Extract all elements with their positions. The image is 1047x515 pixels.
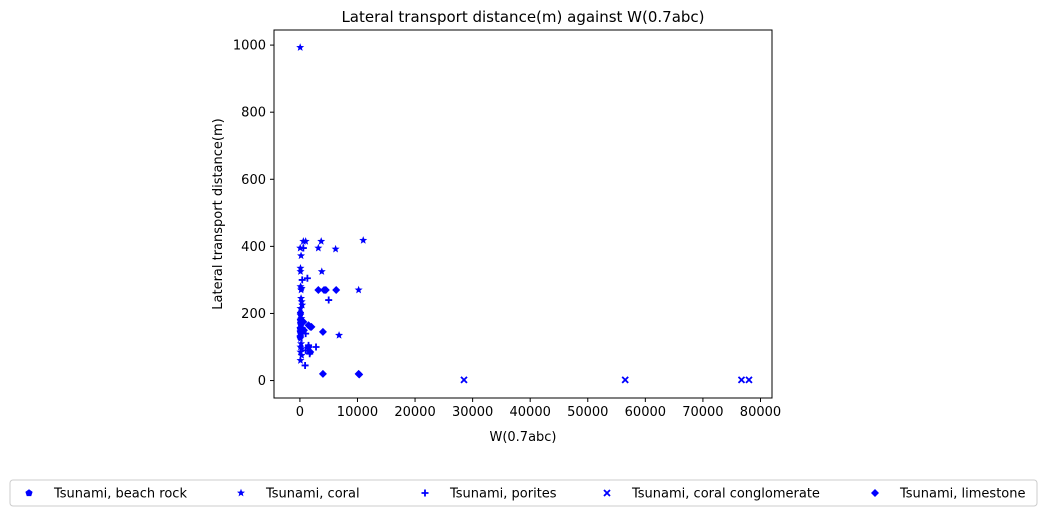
legend-label: Tsunami, porites — [449, 487, 557, 502]
x-tick-label: 40000 — [510, 405, 551, 420]
x-tick-label: 60000 — [625, 405, 666, 420]
data-point — [297, 344, 306, 353]
legend-label: Tsunami, beach rock — [53, 487, 187, 502]
y-axis-title: Lateral transport distance(m) — [211, 118, 226, 309]
data-point — [297, 297, 306, 306]
data-point — [303, 274, 311, 282]
x-tick-label: 30000 — [452, 405, 493, 420]
data-point — [296, 342, 305, 351]
data-point — [314, 243, 323, 252]
legend-marker — [421, 489, 429, 497]
legend: Tsunami, beach rock Tsunami, coral Tsunami… — [9, 479, 1038, 507]
data-point — [296, 356, 305, 364]
data-point — [298, 300, 307, 309]
legend-label: Tsunami, limestone — [899, 487, 1026, 502]
data-point — [296, 310, 305, 319]
data-point — [331, 244, 340, 253]
y-tick-label: 1000 — [233, 39, 266, 54]
chart-title: Lateral transport distance(m) against W(… — [341, 8, 704, 26]
data-point — [745, 376, 753, 384]
y-axis: 0 200 400 600 800 1000 — [233, 39, 274, 389]
x-tick-label: 80000 — [740, 405, 781, 420]
legend-marker — [603, 489, 611, 497]
data-point — [301, 237, 310, 245]
data-points — [296, 43, 753, 384]
x-tick-label: 70000 — [682, 405, 723, 420]
x-tick-label: 0 — [296, 405, 304, 420]
data-point — [297, 284, 306, 292]
data-point — [306, 348, 315, 357]
series-diamond — [299, 285, 364, 379]
data-point — [314, 285, 323, 294]
data-point — [621, 376, 629, 384]
data-point — [307, 322, 316, 331]
data-point — [297, 294, 306, 302]
x-tick-label: 10000 — [337, 405, 378, 420]
legend-marker — [25, 489, 33, 497]
data-point — [297, 251, 306, 260]
legend-frame — [9, 479, 1038, 507]
y-tick-label: 600 — [241, 173, 266, 188]
data-point — [296, 304, 305, 312]
data-point — [737, 376, 746, 384]
data-point — [335, 331, 344, 339]
data-point — [318, 369, 327, 378]
data-point — [296, 334, 305, 343]
data-point — [299, 317, 308, 326]
data-point — [297, 329, 306, 337]
data-point — [318, 327, 327, 336]
y-tick-label: 200 — [241, 307, 266, 322]
data-point — [359, 236, 368, 244]
data-point — [312, 343, 320, 351]
legend-label: Tsunami, coral conglomerate — [631, 487, 820, 502]
y-tick-label: 400 — [241, 240, 266, 255]
data-point — [354, 285, 363, 294]
data-point — [296, 43, 305, 51]
data-point — [460, 376, 468, 384]
data-point — [355, 370, 364, 379]
data-point — [296, 267, 305, 275]
data-point — [325, 296, 333, 304]
data-point — [298, 276, 306, 284]
data-point — [317, 237, 326, 245]
legend-marker — [237, 488, 245, 497]
data-point — [299, 326, 308, 335]
data-point — [297, 351, 306, 359]
series-plus — [298, 244, 333, 369]
data-point — [321, 285, 330, 294]
series-x — [460, 376, 753, 384]
data-point — [297, 314, 306, 322]
legend-label: Tsunami, coral — [265, 487, 360, 502]
data-point — [296, 347, 305, 356]
x-tick-label: 50000 — [567, 405, 608, 420]
data-point — [296, 282, 305, 291]
series-star — [296, 43, 368, 364]
data-point — [297, 339, 306, 348]
y-tick-label: 800 — [241, 106, 266, 121]
x-axis-title: W(0.7abc) — [489, 430, 556, 445]
legend-marker — [871, 489, 879, 497]
plot-area — [273, 29, 773, 399]
data-point — [317, 267, 326, 275]
y-tick-label: 0 — [258, 374, 266, 389]
x-tick-label: 20000 — [394, 405, 435, 420]
data-point — [299, 244, 307, 252]
data-point — [332, 285, 341, 294]
x-axis: 0 10000 20000 30000 40000 50000 60000 70000 8000… — [296, 398, 781, 420]
data-point — [301, 361, 309, 369]
